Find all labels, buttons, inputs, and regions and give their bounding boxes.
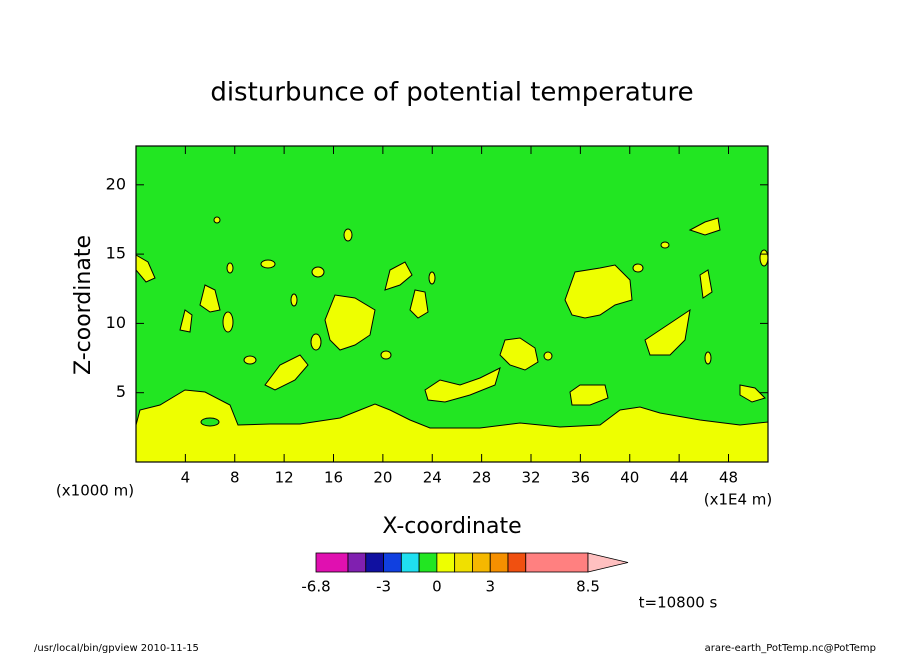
- colorbar-box: [400, 552, 420, 573]
- colorbar-box: [383, 552, 402, 573]
- contour-region: [243, 355, 257, 365]
- contour-region: [543, 351, 553, 361]
- x-tick-label: 24: [423, 469, 442, 487]
- colorbar-tick-label: 3: [485, 578, 495, 596]
- contour-region: [688, 217, 721, 236]
- colorbar-extension: [587, 552, 629, 573]
- contour-region: [409, 289, 429, 319]
- x-tick-label: 48: [719, 469, 738, 487]
- y-tick-label: 5: [116, 382, 126, 401]
- contour-region: [222, 311, 234, 333]
- y-tick-label: 20: [106, 174, 126, 193]
- contour-region: [343, 228, 353, 242]
- contour-region: [213, 216, 221, 224]
- colorbar-box: [489, 552, 509, 573]
- colorbar-tick-label: -6.8: [301, 578, 330, 596]
- contour-region: [380, 350, 392, 360]
- y-axis-label: Z-coordinate: [71, 235, 96, 375]
- y-tick-label: 10: [106, 313, 126, 332]
- colorbar-tick-label: 0: [432, 578, 442, 596]
- footer-right: arare-earth_PotTemp.nc@PotTemp: [705, 643, 876, 654]
- contour-region: [499, 337, 539, 371]
- colorbar-box: [347, 552, 367, 573]
- colorbar-box: [507, 552, 527, 573]
- colorbar-box: [454, 552, 473, 573]
- x-tick-label: 16: [324, 469, 343, 487]
- y-tick-label: 15: [106, 244, 126, 263]
- contour-region: [200, 417, 220, 427]
- contour-region: [660, 241, 670, 249]
- contour-region: [199, 284, 221, 313]
- x-tick-label: 12: [275, 469, 294, 487]
- annotation: t=10800 s: [639, 594, 718, 612]
- colorbar-box: [418, 552, 438, 573]
- footer-left: /usr/local/bin/gpview 2010-11-15: [34, 643, 199, 654]
- contour-region: [759, 249, 769, 267]
- contour-region: [569, 384, 609, 406]
- contour-region: [644, 308, 691, 356]
- colorbar-tick-label: 8.5: [576, 578, 600, 596]
- x-axis-label: X-coordinate: [382, 514, 521, 539]
- y-unit: (x1000 m): [56, 482, 134, 500]
- x-tick-label: 40: [620, 469, 639, 487]
- chart-title: disturbunce of potential temperature: [210, 78, 693, 108]
- colorbar-tick-label: -3: [376, 578, 391, 596]
- contour-field: [135, 146, 769, 463]
- contour-region: [290, 293, 298, 307]
- field-background: [136, 146, 768, 462]
- x-unit: (x1E4 m): [704, 491, 773, 509]
- colorbar-box: [436, 552, 456, 573]
- contour-region: [324, 294, 376, 351]
- x-tick-label: 44: [670, 469, 689, 487]
- contour-region: [428, 271, 436, 285]
- contour-region: [311, 266, 325, 278]
- contour-region: [135, 389, 769, 463]
- colorbar-box: [315, 552, 349, 573]
- contour-region: [739, 384, 766, 403]
- contour-region: [260, 259, 276, 269]
- contour-region: [632, 263, 644, 273]
- contour-region: [384, 261, 413, 291]
- x-tick-label: 36: [571, 469, 590, 487]
- contour-region: [264, 354, 309, 391]
- x-tick-label: 28: [472, 469, 491, 487]
- x-tick-label: 8: [230, 469, 240, 487]
- x-tick-label: 20: [373, 469, 392, 487]
- contour-region: [424, 367, 501, 403]
- colorbar-box: [472, 552, 491, 573]
- x-tick-label: 4: [181, 469, 191, 487]
- colorbar-box: [525, 552, 589, 573]
- contour-region: [310, 333, 322, 351]
- contour-region: [179, 309, 193, 333]
- contour-region: [699, 269, 713, 299]
- contour-region: [704, 351, 712, 365]
- x-tick-label: 32: [521, 469, 540, 487]
- contour-region: [564, 264, 633, 319]
- contour-region: [226, 262, 234, 274]
- colorbar-box: [365, 552, 384, 573]
- plot-frame: [135, 145, 769, 463]
